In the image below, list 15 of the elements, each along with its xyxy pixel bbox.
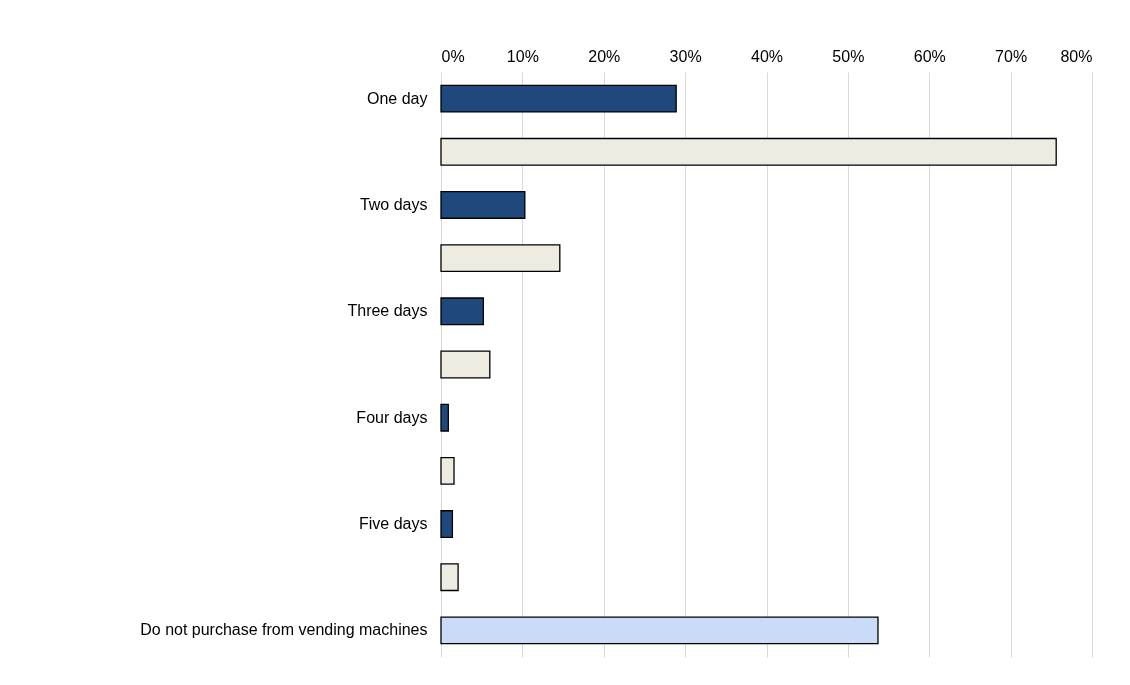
x-tick-label: 60% (913, 47, 946, 65)
y-tick-label: Two days (359, 195, 428, 213)
x-tick-label: 40% (750, 47, 784, 65)
x-tick-label: 20% (588, 47, 621, 65)
x-tick-label: 10% (506, 47, 539, 65)
x-tick-label: 70% (995, 47, 1028, 65)
y-tick-label: Four days (356, 408, 428, 426)
x-tick-label: 30% (669, 47, 702, 65)
y-tick-label: Five days (359, 515, 428, 533)
y-tick-label: Three days (347, 302, 428, 320)
x-tick-label: 0% (441, 47, 465, 65)
x-tick-label: 50% (832, 47, 865, 65)
y-tick-label: One day (367, 89, 428, 107)
y-tick-label: Do not purchase from vending machines (140, 621, 428, 639)
x-tick-label: 80% (1060, 47, 1093, 65)
